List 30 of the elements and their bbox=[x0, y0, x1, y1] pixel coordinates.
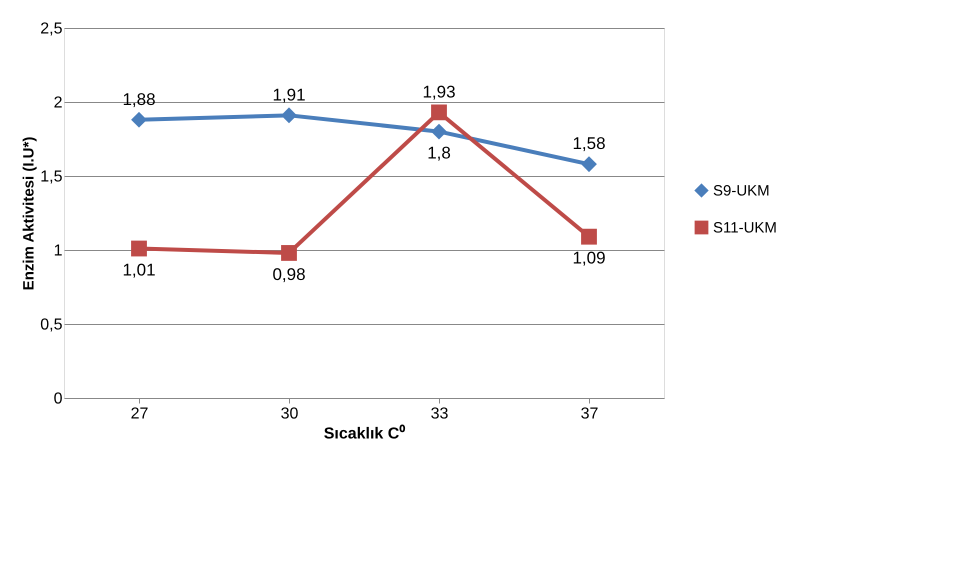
point bbox=[281, 245, 297, 261]
legend-label: S11-UKM bbox=[713, 220, 777, 236]
data-label: 1,09 bbox=[572, 248, 606, 268]
point bbox=[131, 112, 147, 128]
y-tick-label: 1 bbox=[54, 242, 63, 260]
x-axis-title: Sıcaklık C⁰ bbox=[324, 424, 406, 442]
point bbox=[581, 156, 597, 172]
data-label: 1,8 bbox=[427, 144, 451, 163]
y-tick-label: 0,5 bbox=[40, 316, 63, 334]
y-tick-label: 0 bbox=[54, 390, 63, 408]
y-tick-label: 1,5 bbox=[40, 168, 63, 186]
point bbox=[581, 228, 597, 245]
point bbox=[131, 240, 147, 256]
data-label: 1,01 bbox=[122, 260, 156, 280]
y-axis-title: Enzim Aktivitesi (I.U*) bbox=[20, 136, 38, 290]
x-tick-label: 37 bbox=[580, 406, 598, 422]
y-tick-label: 2,5 bbox=[40, 20, 63, 38]
point bbox=[431, 104, 447, 120]
x-tick-label: 27 bbox=[130, 406, 148, 422]
data-label: 0,98 bbox=[272, 264, 306, 284]
point bbox=[281, 107, 297, 124]
y-tick-label: 2 bbox=[54, 94, 63, 112]
x-tick-label: 30 bbox=[280, 406, 298, 422]
data-label: 1,58 bbox=[572, 134, 606, 154]
legend-label: S9-UKM bbox=[713, 182, 770, 200]
x-tick-label: 33 bbox=[430, 406, 448, 422]
data-label: 1,88 bbox=[122, 90, 156, 109]
data-label: 1,91 bbox=[272, 85, 306, 104]
data-label: 1,93 bbox=[422, 82, 456, 102]
point bbox=[431, 124, 447, 140]
